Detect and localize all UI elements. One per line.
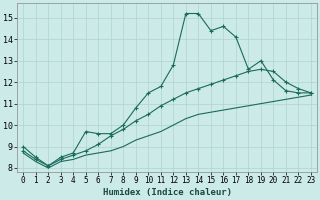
X-axis label: Humidex (Indice chaleur): Humidex (Indice chaleur)	[103, 188, 232, 197]
